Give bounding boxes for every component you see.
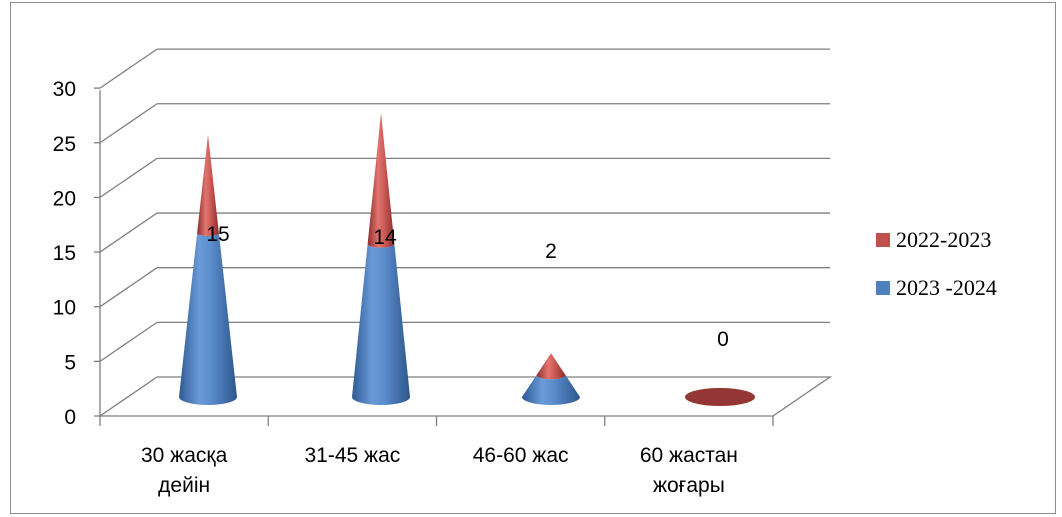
legend-label: 2022-2023 [896, 227, 991, 252]
legend-swatch [876, 281, 890, 295]
gridline-side [99, 212, 158, 253]
x-tick-label: 46-60 жас [473, 444, 569, 467]
y-tick-label: 30 [53, 78, 76, 101]
x-tick-label-line: 46-60 жас [473, 444, 569, 467]
data-label: 2 [545, 240, 557, 263]
x-tick-label-line: 31-45 жас [304, 444, 400, 467]
y-tick-label: 15 [53, 242, 76, 265]
x-tick-label: 60 жастан жоғары [640, 444, 738, 497]
x-tick-label-line: дейін [158, 474, 210, 497]
cone-segment-2023-2024 [352, 243, 410, 405]
cone-segment-2022-2023 [536, 353, 566, 380]
gridline-side [99, 321, 158, 362]
floor-outline [99, 376, 833, 417]
x-tick-label-line: 30 жасқа [141, 444, 228, 467]
cone-segment-2023-2024 [522, 375, 580, 405]
cone-layer [179, 112, 755, 406]
x-tick-label-line: 60 жастан [640, 444, 738, 467]
data-label: 15 [206, 223, 229, 246]
legend: 2022-2023 2023 -2024 [876, 227, 997, 300]
gridline-side [99, 103, 158, 144]
x-tick-label: 30 жасқа дейін [141, 444, 228, 497]
cone-zero-disc [685, 388, 755, 406]
y-tick-label: 25 [53, 133, 76, 156]
legend-swatch [876, 233, 890, 247]
y-tick-label: 0 [64, 406, 76, 429]
grid-layer [99, 48, 830, 362]
cone-segment-2022-2023 [197, 134, 219, 237]
y-tick-label: 5 [64, 351, 76, 374]
cone-segment-2022-2023 [367, 112, 395, 248]
y-tick-label: 10 [53, 297, 76, 320]
data-label: 14 [373, 226, 397, 249]
chart-frame [10, 2, 1056, 514]
y-tick-label: 20 [53, 187, 76, 210]
legend-label: 2023 -2024 [896, 275, 997, 300]
x-tick-label-line: жоғары [653, 474, 725, 497]
gridline-side [99, 267, 158, 308]
axis-layer [94, 87, 833, 426]
data-label: 0 [717, 328, 729, 351]
gridline-side [99, 157, 158, 198]
gridline-side [99, 48, 158, 89]
x-tick-label: 31-45 жас [304, 444, 400, 467]
cone-segment-2023-2024 [179, 233, 237, 405]
